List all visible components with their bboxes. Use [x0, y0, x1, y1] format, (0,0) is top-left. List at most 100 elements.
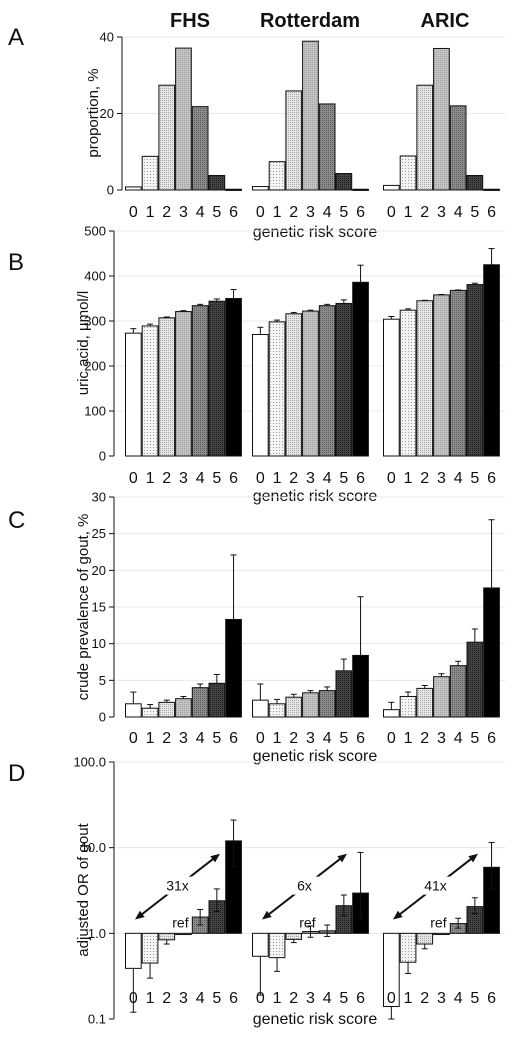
x-tick-label: 5: [339, 990, 348, 1007]
x-tick-label: 1: [146, 204, 155, 221]
x-tick-label: 1: [273, 470, 282, 487]
bar-fhs-3: [175, 932, 192, 936]
x-tick-label: 2: [420, 204, 429, 221]
x-tick-label: 4: [454, 990, 463, 1007]
y-axis-title: proportion, %: [85, 68, 102, 157]
x-tick-label: 0: [129, 470, 138, 487]
bar-rotterdam-2: [285, 313, 303, 457]
x-tick-label: 3: [437, 730, 446, 747]
x-tick-label: 0: [129, 730, 138, 747]
bar-rotterdam-0: [252, 334, 269, 457]
x-tick-label: 1: [404, 204, 413, 221]
bar-rotterdam-0: [252, 699, 269, 718]
y-tick-label: 0: [99, 710, 106, 725]
bar-aric-1: [399, 695, 417, 718]
bar-fhs-2: [158, 932, 176, 941]
x-tick-label: 0: [129, 204, 138, 221]
y-tick-label: 20: [100, 106, 114, 121]
bar-fhs-0: [125, 186, 142, 191]
arrow-head: [337, 853, 347, 863]
x-tick-label: 0: [256, 730, 265, 747]
bar-rotterdam-5: [335, 173, 353, 191]
x-tick-label: 5: [339, 204, 348, 221]
bar-rotterdam-0: [252, 186, 269, 191]
x-tick-label: 2: [162, 990, 171, 1007]
x-tick-label: 4: [323, 990, 332, 1007]
bar-fhs-2: [158, 701, 176, 718]
bar-rotterdam-1: [268, 932, 286, 959]
x-tick-label: 4: [196, 990, 205, 1007]
bar-aric-6: [483, 587, 500, 718]
x-tick-label: 0: [256, 204, 265, 221]
bar-rotterdam-2: [285, 90, 303, 191]
x-tick-label: 3: [179, 470, 188, 487]
arrow-head: [262, 910, 272, 920]
bar-aric-1: [399, 932, 417, 963]
x-tick-label: 3: [306, 990, 315, 1007]
y-tick-label: 400: [84, 269, 106, 284]
x-tick-label: 2: [420, 990, 429, 1007]
bar-rotterdam-3: [302, 40, 319, 191]
bar-rotterdam-1: [268, 161, 286, 191]
y-tick-label: 0: [107, 183, 114, 198]
y-tick-label: 100.0: [73, 755, 106, 770]
x-tick-label: 3: [437, 204, 446, 221]
x-tick-label: 6: [356, 204, 365, 221]
x-tick-label: 6: [356, 990, 365, 1007]
x-tick-label: 2: [289, 204, 298, 221]
x-tick-label: 3: [306, 730, 315, 747]
annotation-backdrop: [420, 876, 451, 895]
x-tick-label: 5: [212, 990, 221, 1007]
x-tick-label: 5: [339, 470, 348, 487]
x-tick-label: 1: [146, 470, 155, 487]
x-tick-label: 5: [470, 204, 479, 221]
bar-aric-4: [449, 289, 467, 457]
y-tick-label: 10.0: [81, 840, 106, 855]
bar-fhs-0: [125, 332, 142, 457]
x-tick-label: 4: [454, 470, 463, 487]
x-tick-label: 0: [256, 990, 265, 1007]
study-header-rotterdam: Rotterdam: [260, 10, 360, 32]
bar-aric-3: [433, 47, 450, 191]
x-tick-label: 6: [356, 470, 365, 487]
x-tick-label: 4: [196, 204, 205, 221]
bar-fhs-1: [141, 325, 159, 457]
bar-rotterdam-2: [285, 932, 303, 940]
x-tick-label: 5: [470, 990, 479, 1007]
y-tick-label: 5: [99, 673, 106, 688]
x-tick-label: 5: [212, 204, 221, 221]
x-tick-label: 4: [323, 204, 332, 221]
bar-fhs-1: [141, 707, 159, 718]
x-tick-label: 1: [404, 990, 413, 1007]
bar-rotterdam-1: [268, 321, 286, 457]
bar-aric-0: [383, 709, 400, 718]
bar-rotterdam-5: [335, 302, 353, 457]
x-tick-label: 1: [273, 730, 282, 747]
y-axis-title: uric acid, µmol/l: [75, 291, 92, 396]
bar-aric-3: [433, 932, 450, 936]
bar-aric-3: [433, 294, 450, 457]
x-tick-label: 3: [179, 204, 188, 221]
x-tick-label: 6: [487, 470, 496, 487]
bar-fhs-3: [175, 47, 192, 191]
study-header-fhs: FHS: [170, 10, 210, 32]
x-tick-label: 1: [273, 204, 282, 221]
x-tick-label: 0: [129, 990, 138, 1007]
bar-aric-0: [383, 184, 400, 191]
x-tick-label: 6: [229, 204, 238, 221]
fold-change-label: 41x: [424, 878, 447, 894]
x-tick-label: 1: [146, 730, 155, 747]
study-header-aric: ARIC: [421, 10, 470, 32]
bar-aric-3: [433, 676, 450, 718]
x-tick-label: 4: [454, 204, 463, 221]
x-tick-label: 1: [404, 730, 413, 747]
bar-aric-1: [399, 309, 417, 457]
x-tick-label: 2: [162, 204, 171, 221]
x-tick-label: 4: [454, 730, 463, 747]
